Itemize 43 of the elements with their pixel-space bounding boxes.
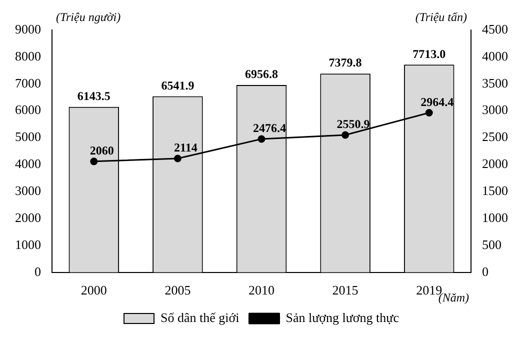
data-label: 2476.4 [253,121,286,136]
y-tick-label: 3000 [15,183,41,198]
y2-tick-label: 3500 [482,75,508,90]
y2-tick-label: 1000 [482,210,508,225]
x-tick-label: 2010 [248,282,274,298]
data-label: 6541.9 [161,78,194,92]
data-label: 2964.4 [420,94,454,109]
y2-tick-label: 2000 [482,156,508,172]
y-tick-label: 0 [34,264,41,279]
y-axis-title: (Triệu người) [56,10,121,24]
y-tick-label: 5000 [15,129,41,144]
point [258,135,266,143]
y2-tick-label: 1500 [482,183,508,198]
legend-label: Sản lượng lương thực [286,310,400,325]
y-tick-label: 4000 [15,156,41,172]
point [342,131,350,139]
x-tick-label: 2000 [80,282,107,298]
data-label: 2114 [174,140,198,155]
x-tick-label: 2005 [164,282,191,298]
y2-tick-label: 0 [482,264,488,279]
y-tick-label: 9000 [15,21,41,36]
data-label: 7379.8 [328,56,362,70]
point [174,154,182,162]
y-tick-label: 8000 [15,48,41,64]
y-tick-label: 6000 [15,102,41,118]
legend-label: Số dân thế giới [160,310,240,325]
x-tick-label: 2015 [332,282,358,298]
y2-tick-label: 2500 [482,129,508,144]
y-tick-label: 1000 [15,236,41,252]
point [90,158,98,166]
y2-axis-title: (Triệu tấn) [415,10,467,24]
y-tick-label: 7000 [15,75,41,90]
y2-tick-label: 3000 [482,102,508,118]
data-label: 2060 [90,144,114,158]
y2-tick-label: 4500 [482,21,508,36]
data-label: 6956.8 [245,67,278,82]
y-tick-label: 2000 [15,210,41,225]
point [425,108,433,116]
y2-tick-label: 500 [482,236,502,252]
data-label: 7713.0 [412,46,446,61]
data-label: 6143.5 [77,89,110,104]
data-label: 2550.9 [336,117,370,132]
y2-tick-label: 4000 [482,48,508,64]
